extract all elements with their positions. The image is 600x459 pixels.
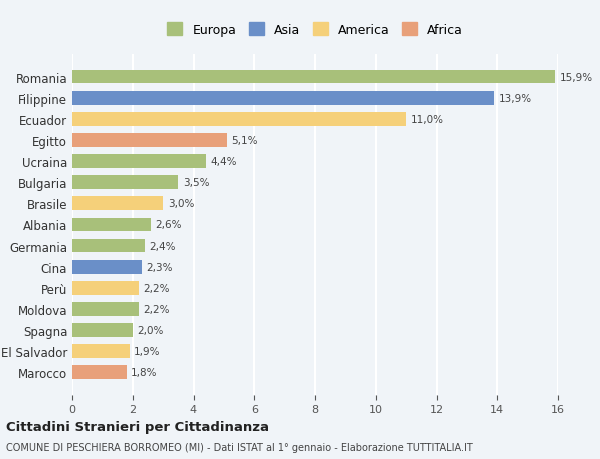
Text: 1,8%: 1,8% bbox=[131, 368, 158, 377]
Text: 3,0%: 3,0% bbox=[167, 199, 194, 209]
Text: 5,1%: 5,1% bbox=[232, 135, 258, 146]
Bar bbox=[72, 281, 139, 295]
Bar bbox=[72, 239, 145, 253]
Bar bbox=[72, 92, 494, 105]
Text: 15,9%: 15,9% bbox=[560, 73, 593, 82]
Text: 3,5%: 3,5% bbox=[183, 178, 209, 188]
Bar bbox=[72, 112, 406, 126]
Text: COMUNE DI PESCHIERA BORROMEO (MI) - Dati ISTAT al 1° gennaio - Elaborazione TUTT: COMUNE DI PESCHIERA BORROMEO (MI) - Dati… bbox=[6, 442, 473, 452]
Text: 2,3%: 2,3% bbox=[146, 262, 173, 272]
Text: 2,0%: 2,0% bbox=[137, 325, 164, 335]
Bar bbox=[72, 155, 206, 168]
Bar bbox=[72, 197, 163, 211]
Text: 2,2%: 2,2% bbox=[143, 283, 170, 293]
Bar bbox=[72, 176, 178, 190]
Text: Cittadini Stranieri per Cittadinanza: Cittadini Stranieri per Cittadinanza bbox=[6, 420, 269, 433]
Bar bbox=[72, 345, 130, 358]
Bar bbox=[72, 260, 142, 274]
Text: 1,9%: 1,9% bbox=[134, 347, 161, 356]
Bar bbox=[72, 218, 151, 232]
Bar bbox=[72, 366, 127, 379]
Bar bbox=[72, 302, 139, 316]
Text: 2,6%: 2,6% bbox=[155, 220, 182, 230]
Bar bbox=[72, 324, 133, 337]
Text: 4,4%: 4,4% bbox=[210, 157, 237, 167]
Bar bbox=[72, 71, 555, 84]
Text: 2,2%: 2,2% bbox=[143, 304, 170, 314]
Text: 2,4%: 2,4% bbox=[149, 241, 176, 251]
Bar bbox=[72, 134, 227, 147]
Text: 11,0%: 11,0% bbox=[410, 115, 443, 124]
Legend: Europa, Asia, America, Africa: Europa, Asia, America, Africa bbox=[161, 17, 469, 43]
Text: 13,9%: 13,9% bbox=[499, 94, 532, 103]
